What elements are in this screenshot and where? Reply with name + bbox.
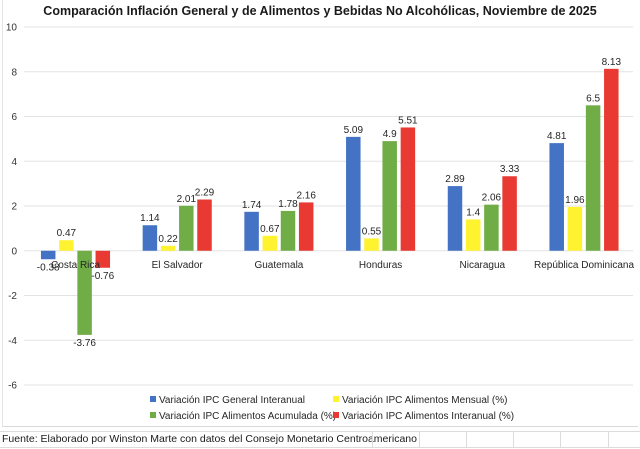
cell-divider	[608, 432, 609, 447]
data-label: 2.01	[177, 194, 197, 205]
category-label: Guatemala	[254, 260, 303, 271]
data-label: 2.06	[482, 193, 502, 204]
data-label: 0.22	[158, 234, 178, 245]
bar-5-0	[549, 143, 564, 251]
data-label: -0.38	[37, 262, 60, 273]
y-tick-label: 6	[11, 112, 17, 123]
category-label: Honduras	[359, 260, 402, 271]
bars	[40, 68, 619, 335]
category-label: Nicaragua	[460, 260, 506, 271]
y-tick-label: 2	[11, 202, 17, 213]
category-label: República Dominicana	[534, 260, 634, 271]
bar-3-3	[400, 127, 416, 251]
bar-3-2	[382, 141, 397, 251]
bar-2-1	[262, 235, 278, 251]
data-label: 2.89	[445, 174, 465, 185]
cell-divider	[466, 432, 467, 447]
data-label: 1.74	[242, 200, 262, 211]
bar-1-2	[179, 205, 194, 251]
y-tick-label: 8	[11, 67, 17, 78]
data-label: 4.81	[547, 131, 567, 142]
bar-1-3	[197, 199, 212, 251]
bar-0-1	[59, 240, 74, 251]
legend: Variación IPC General Interanual Variació…	[150, 395, 514, 422]
cell-divider	[513, 432, 514, 447]
cell-divider	[419, 432, 420, 447]
y-tick-label: -2	[8, 291, 17, 302]
category-label: Costa Rica	[51, 260, 100, 271]
legend-swatch	[150, 396, 156, 402]
legend-swatch	[333, 396, 339, 402]
data-labels: -0.38 0.47 -3.76 -0.76 1.14 0.22 2.012.29 1.74 0…	[37, 57, 622, 349]
category-labels: Costa Rica El Salvador Guatemala Honduras Ni…	[51, 260, 634, 271]
bar-chart: Comparación Inflación General y de Alime…	[6, 4, 635, 422]
data-label: 1.96	[565, 195, 585, 206]
data-label: 5.51	[398, 115, 418, 126]
data-label: 0.67	[260, 224, 280, 235]
category-label: El Salvador	[152, 260, 204, 271]
bar-1-0	[142, 225, 158, 251]
bar-3-0	[346, 136, 361, 251]
legend-swatch	[333, 412, 339, 418]
bar-0-3	[95, 250, 111, 268]
spreadsheet-footer-row: Fuente: Elaborado por Winston Marte con …	[0, 431, 640, 448]
data-label: 1.14	[140, 213, 160, 224]
bar-1-1	[160, 245, 176, 251]
bar-0-0	[40, 250, 56, 260]
bar-4-3	[502, 176, 517, 251]
legend-swatch	[150, 412, 156, 418]
y-tick-label: 4	[11, 157, 17, 168]
y-tick-label: 0	[11, 246, 17, 257]
data-label: 6.5	[586, 93, 600, 104]
data-label: 3.33	[500, 164, 520, 175]
data-label: -3.76	[73, 338, 96, 349]
cell-divider	[560, 432, 561, 447]
bar-3-1	[364, 238, 379, 251]
legend-label: Variación IPC General Interanual	[159, 395, 305, 406]
bar-4-2	[484, 204, 499, 251]
bar-5-1	[567, 206, 583, 251]
data-label: -0.76	[91, 271, 114, 282]
data-label: 1.4	[466, 207, 480, 218]
data-label: 0.55	[362, 226, 382, 237]
legend-label: Variación IPC Alimentos Acumulada (%)	[159, 411, 336, 422]
source-note: Fuente: Elaborado por Winston Marte con …	[2, 433, 417, 445]
legend-label: Variación IPC Alimentos Interanual (%)	[342, 411, 514, 422]
bar-2-3	[298, 202, 314, 251]
data-label: 1.78	[278, 199, 298, 210]
y-tick-label: -4	[8, 336, 17, 347]
data-label: 2.29	[195, 188, 215, 199]
bar-2-2	[280, 210, 296, 251]
data-label: 4.9	[383, 129, 397, 140]
bar-4-1	[465, 219, 481, 251]
chart-title: Comparación Inflación General y de Alime…	[43, 4, 596, 18]
bar-4-0	[447, 186, 463, 251]
bar-2-0	[244, 211, 259, 251]
data-label: 5.09	[344, 125, 364, 136]
data-label: 0.47	[57, 228, 77, 239]
gridlines	[24, 26, 633, 386]
cell-divider	[372, 432, 373, 447]
y-axis-tick-labels: 10 8 6 4 2 0 -2 -4 -6	[6, 23, 18, 392]
y-tick-label: -6	[8, 381, 17, 392]
chart-area	[2, 0, 638, 427]
bar-5-2	[585, 105, 601, 251]
bar-5-3	[604, 68, 619, 251]
data-label: 2.16	[296, 190, 316, 201]
data-label: 8.13	[602, 57, 622, 68]
bar-0-2	[77, 250, 92, 335]
legend-label: Variación IPC Alimentos Mensual (%)	[342, 395, 507, 406]
y-tick-label: 10	[6, 23, 18, 34]
